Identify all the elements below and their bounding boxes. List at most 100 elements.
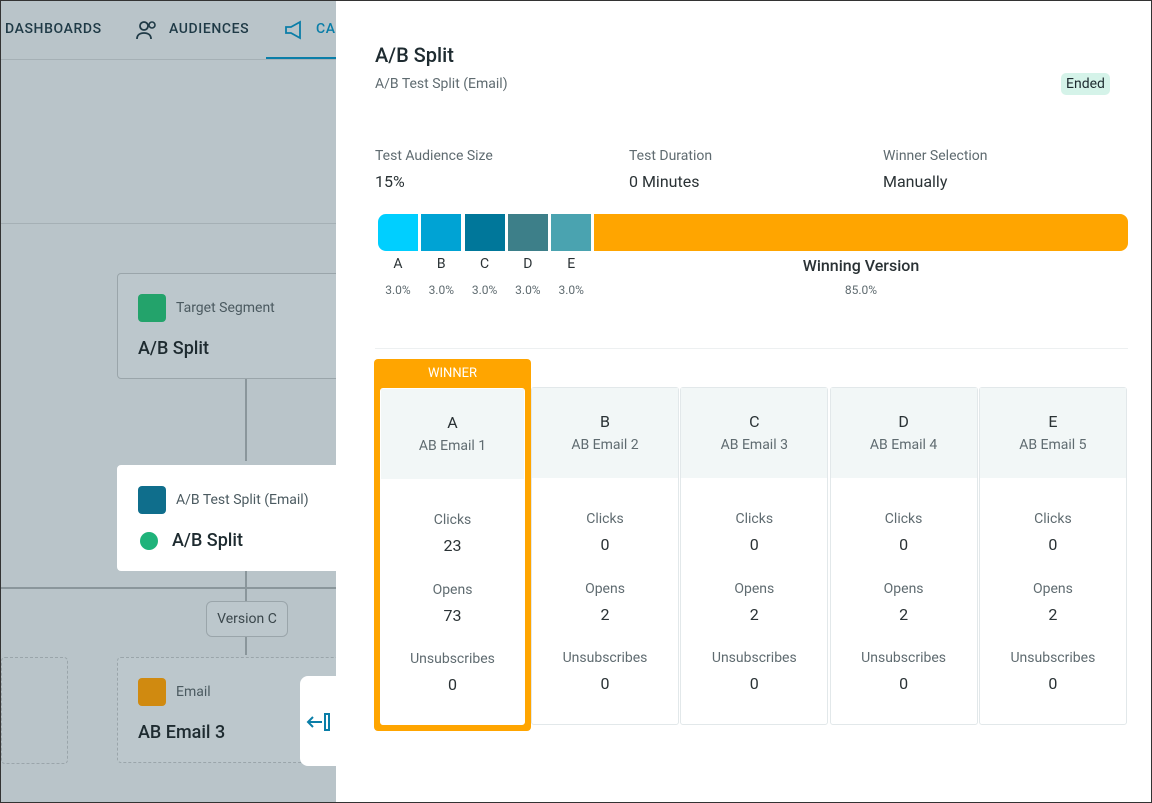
card-header: C AB Email 3 [681, 388, 828, 478]
metric-value: 2 [749, 604, 759, 624]
version-email: AB Email 5 [1019, 437, 1087, 453]
nav-divider [1, 59, 336, 60]
split-segment [421, 214, 462, 251]
node-name: AB Email 3 [138, 722, 226, 743]
node-type: A/B Test Split (Email) [176, 492, 309, 508]
version-email: AB Email 4 [869, 437, 938, 453]
metric-label: Opens [1032, 580, 1073, 597]
target-node[interactable]: Target Segment A/B Split [117, 273, 357, 379]
version-letter: A [447, 413, 458, 432]
split-node[interactable]: A/B Test Split (Email) A/B Split [117, 465, 357, 571]
metric-value: 23 [443, 536, 462, 555]
split-share: 3.0% [385, 283, 411, 297]
version-card: B AB Email 2 Clicks 0 Opens 2 Unsubscribes 0 [531, 387, 679, 725]
metric-label: Opens [883, 580, 924, 597]
split-segment [551, 214, 592, 251]
metric-value: 0 [749, 674, 759, 693]
nav-item[interactable]: CA [316, 21, 336, 37]
version-card: C AB Email 3 Clicks 0 Opens 2 Unsubscribes 0 [680, 387, 829, 725]
nav-active [266, 57, 336, 60]
metric-label: Unsubscribes [410, 651, 495, 667]
metric-label: Opens [432, 581, 473, 598]
metric-value: 2 [1048, 604, 1058, 624]
winner-badge: WINNER [427, 366, 478, 381]
card-header: A AB Email 1 [381, 389, 524, 479]
card-header: D AB Email 4 [830, 388, 977, 478]
metric-label: Opens [734, 580, 775, 597]
stat-value: 0 Minutes [629, 172, 700, 191]
metric-label: Clicks [884, 511, 923, 527]
split-segment [507, 214, 548, 251]
metric-value: 0 [1048, 535, 1058, 554]
node-icon [138, 486, 166, 514]
version-email: AB Email 1 [418, 438, 487, 454]
split-share: 3.0% [428, 283, 455, 297]
version-letter: C [749, 412, 760, 431]
connector [245, 637, 247, 655]
split-share: 3.0% [471, 283, 498, 297]
metric-label: Clicks [1034, 511, 1072, 527]
metric-label: Unsubscribes [1010, 650, 1096, 666]
metric-label: Unsubscribes [562, 650, 648, 666]
metric-label: Unsubscribes [711, 650, 797, 666]
metric-value: 0 [600, 535, 610, 554]
node-placeholder [1, 657, 68, 764]
split-label: E [567, 256, 576, 272]
stat-label: Test Duration [629, 148, 713, 164]
side-panel: A/B Split A/B Test Split (Email) Ended T… [336, 1, 1151, 802]
connector [245, 571, 247, 601]
metric-label: Clicks [433, 512, 472, 528]
metric-label: Unsubscribes [861, 650, 946, 666]
version-email: AB Email 3 [720, 437, 788, 453]
stat-label: Winner Selection [883, 148, 988, 164]
metric-value: 0 [448, 675, 457, 694]
metric-label: Opens [585, 580, 625, 597]
collapse-button[interactable] [300, 676, 340, 766]
split-share: 3.0% [558, 283, 584, 297]
version-card: A AB Email 1 Clicks 23 Opens 73 Unsubscribes 0 [380, 388, 525, 725]
split-share: 85.0% [844, 283, 878, 297]
metric-value: 0 [899, 535, 909, 554]
stat-label: Test Audience Size [375, 148, 493, 164]
metric-value: 0 [899, 674, 909, 693]
metric-value: 2 [899, 604, 909, 624]
node-icon [138, 294, 166, 322]
split-segment [594, 214, 1128, 251]
check-icon [140, 532, 158, 550]
node-name: A/B Split [138, 338, 209, 359]
split-label: D [523, 256, 533, 272]
split-label: B [436, 256, 446, 272]
card-header: E AB Email 5 [979, 388, 1126, 478]
version-letter: E [1048, 412, 1058, 431]
split-label: A [393, 256, 403, 272]
node-type: Email [176, 684, 211, 700]
nav-item[interactable]: AUDIENCES [169, 21, 250, 37]
metric-label: Clicks [586, 511, 624, 527]
connector [245, 379, 247, 461]
nav-item[interactable]: DASHBOARDS [5, 21, 102, 37]
metric-value: 2 [600, 604, 610, 624]
metric-value: 0 [749, 535, 759, 554]
metric-value: 0 [1048, 674, 1058, 693]
version-letter: D [898, 412, 909, 431]
stat-value: Manually [883, 172, 948, 191]
split-segment [378, 214, 418, 251]
audiences-icon [136, 21, 156, 40]
collapse-icon [306, 713, 330, 731]
divider [375, 348, 1128, 349]
node-type: Target Segment [176, 300, 275, 316]
version-email: AB Email 2 [571, 437, 639, 453]
branch-label: Version C [206, 601, 288, 637]
split-segment [464, 214, 505, 251]
version-card: D AB Email 4 Clicks 0 Opens 2 Unsubscribes 0 [829, 387, 978, 725]
panel-title: A/B Split [375, 43, 454, 67]
campaigns-icon [285, 20, 301, 40]
metric-value: 0 [600, 674, 610, 693]
metric-label: Clicks [735, 511, 774, 527]
split-share: 3.0% [515, 283, 541, 297]
divider [1, 223, 336, 224]
split-label: C [480, 256, 490, 272]
split-label: Winning Version [802, 256, 920, 275]
version-card: E AB Email 5 Clicks 0 Opens 2 Unsubscribes 0 [978, 387, 1127, 725]
card-header: B AB Email 2 [532, 388, 678, 478]
